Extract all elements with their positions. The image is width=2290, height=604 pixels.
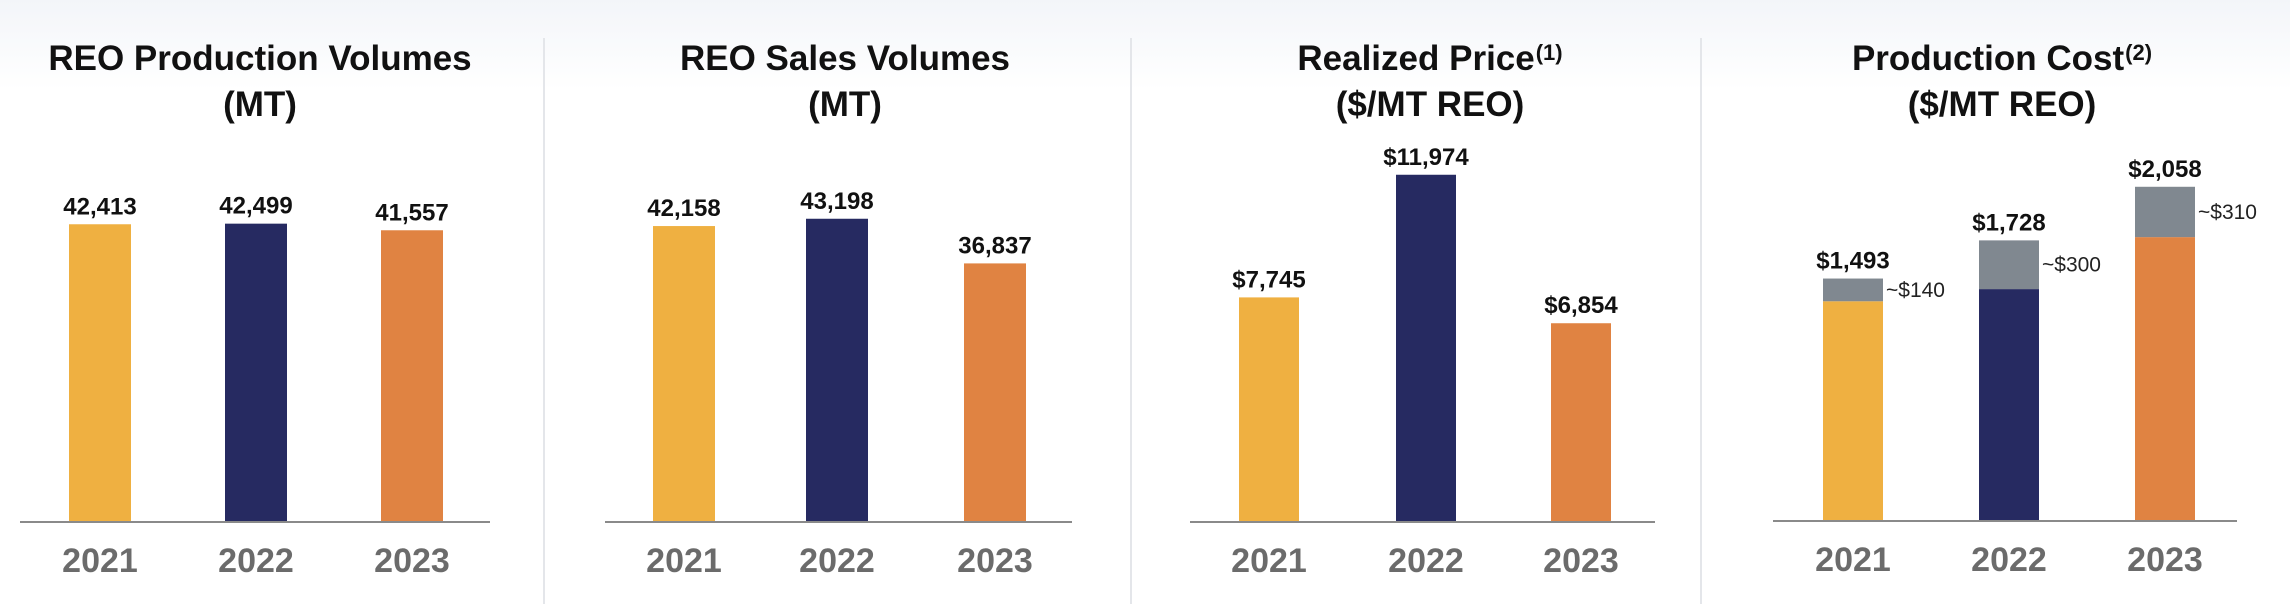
data-label: 42,413 bbox=[63, 193, 136, 220]
chart-title: Production Cost(2) ($/MT REO) bbox=[1742, 36, 2262, 128]
chart-svg: 42,158 2021 43,198 2022 36,837 2023 bbox=[605, 188, 1072, 580]
bar-2022 bbox=[1396, 174, 1456, 522]
data-label: 42,499 bbox=[219, 193, 292, 220]
category-label: 2023 bbox=[957, 542, 1033, 580]
data-label: 36,837 bbox=[958, 232, 1031, 259]
chart-title: Realized Price(1) ($/MT REO) bbox=[1170, 36, 1690, 128]
data-label: 42,158 bbox=[647, 195, 720, 222]
chart-panel-realized-price: Realized Price(1) ($/MT REO) $7,745 2021 $… bbox=[1170, 0, 1690, 604]
chart-title-line-2: (MT) bbox=[223, 85, 297, 124]
chart-title: REO Sales Volumes (MT) bbox=[585, 36, 1105, 128]
bar-2022 bbox=[806, 218, 868, 522]
bar-2021 bbox=[653, 226, 715, 522]
chart-title-line-1: REO Sales Volumes bbox=[679, 39, 1011, 78]
category-label: 2022 bbox=[1971, 541, 2047, 579]
chart-panel-production-cost: Production Cost(2) ($/MT REO) ~$140 $1,49… bbox=[1742, 0, 2262, 604]
data-label: $1,728 bbox=[1972, 209, 2045, 236]
category-label: 2022 bbox=[799, 542, 875, 580]
bar-2023 bbox=[381, 230, 443, 522]
chart-title: REO Production Volumes (MT) bbox=[0, 36, 520, 128]
category-label: 2021 bbox=[1231, 542, 1307, 580]
category-label: 2021 bbox=[62, 542, 138, 580]
chart-title-line-1: Realized Price(1) bbox=[1170, 36, 1690, 82]
bar-2022 bbox=[1979, 289, 2039, 521]
bar-2021 bbox=[69, 224, 131, 522]
data-label: 43,198 bbox=[800, 188, 873, 215]
bar-2023 bbox=[2135, 237, 2195, 521]
bar-2023 bbox=[964, 263, 1026, 522]
data-label: $1,493 bbox=[1816, 248, 1889, 275]
bar-2023 bbox=[1551, 323, 1611, 522]
chart-panel-sales-volumes: REO Sales Volumes (MT) 42,158 2021 43,198 2… bbox=[585, 0, 1105, 604]
category-label: 2021 bbox=[1815, 541, 1891, 579]
data-label: $7,745 bbox=[1232, 266, 1305, 293]
data-label: $2,058 bbox=[2128, 156, 2201, 183]
chart-title-line-2: ($/MT REO) bbox=[1335, 85, 1525, 124]
bar-2021 bbox=[1823, 301, 1883, 521]
chart-title-text: Production Cost bbox=[1851, 39, 2125, 78]
category-label: 2023 bbox=[1543, 542, 1619, 580]
panel-divider bbox=[543, 38, 545, 604]
chart-title-line-1: Production Cost(2) bbox=[1742, 36, 2262, 82]
category-label: 2023 bbox=[374, 542, 450, 580]
panel-divider bbox=[1700, 38, 1702, 604]
segment-label: ~$140 bbox=[1886, 279, 1945, 302]
data-label: $6,854 bbox=[1544, 292, 1618, 319]
chart-svg: 42,413 2021 42,499 2022 41,557 2023 bbox=[20, 193, 490, 580]
bar-2022 bbox=[225, 223, 287, 522]
segment-label: ~$300 bbox=[2042, 254, 2101, 277]
data-label: $11,974 bbox=[1383, 144, 1469, 171]
footnote-marker: (1) bbox=[1535, 40, 1563, 65]
chart-svg: ~$140 $1,493 2021 ~$300 $1,728 2022 ~$310 $2,05… bbox=[1773, 156, 2257, 579]
bar-segment-2023 bbox=[2135, 186, 2195, 238]
chart-panel-production-volumes: REO Production Volumes (MT) 42,413 2021 42… bbox=[0, 0, 520, 604]
chart-title-line-2: ($/MT REO) bbox=[1907, 85, 2097, 124]
segment-label: ~$310 bbox=[2198, 201, 2257, 224]
footnote-marker: (2) bbox=[2125, 40, 2153, 65]
category-label: 2023 bbox=[2127, 541, 2203, 579]
data-label: 41,557 bbox=[375, 199, 448, 226]
chart-svg: $7,745 2021 $11,974 2022 $6,854 2023 bbox=[1190, 144, 1655, 580]
category-label: 2022 bbox=[218, 542, 294, 580]
chart-title-line-2: (MT) bbox=[808, 85, 882, 124]
bar-segment-2021 bbox=[1823, 278, 1883, 302]
bar-segment-2022 bbox=[1979, 240, 2039, 290]
chart-title-text: Realized Price bbox=[1297, 39, 1535, 78]
panel-divider bbox=[1130, 38, 1132, 604]
category-label: 2021 bbox=[646, 542, 722, 580]
chart-title-line-1: REO Production Volumes bbox=[48, 39, 472, 78]
bar-2021 bbox=[1239, 297, 1299, 522]
category-label: 2022 bbox=[1388, 542, 1464, 580]
